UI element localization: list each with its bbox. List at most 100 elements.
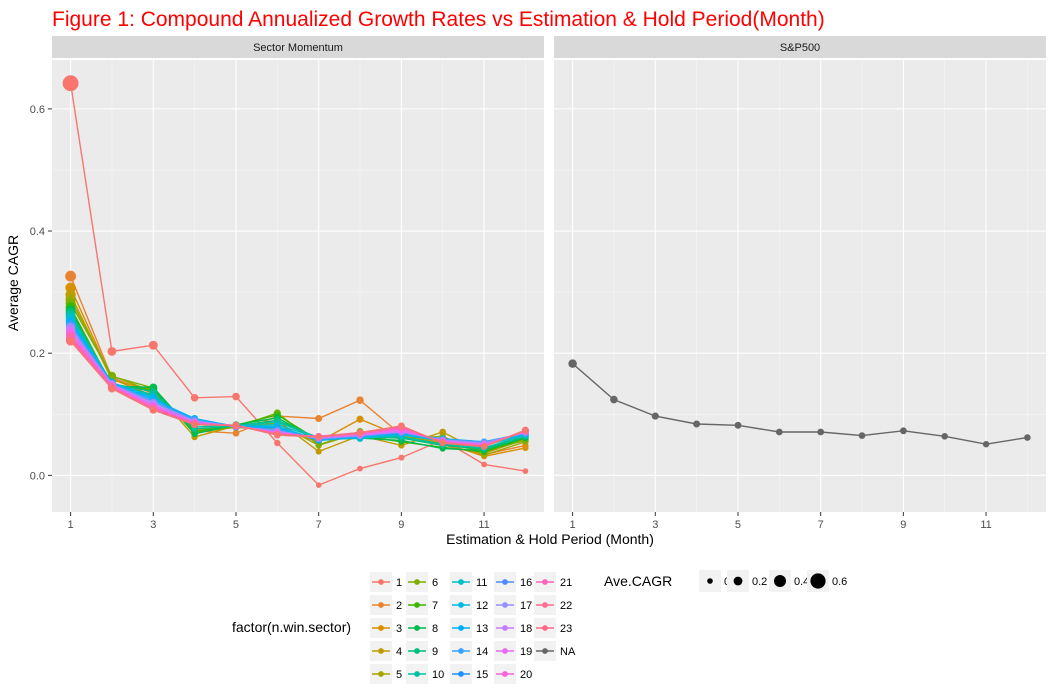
facet-strip <box>52 36 544 58</box>
series-point-NA <box>900 427 907 435</box>
size-legend-title: Ave.CAGR <box>604 573 672 589</box>
series-point-23 <box>273 431 281 439</box>
legend-entry-label: 16 <box>520 577 532 589</box>
series-point-23 <box>397 422 405 430</box>
x-tick-label: 1 <box>68 519 74 531</box>
series-point-2 <box>356 396 364 404</box>
legend-entry-label: 14 <box>476 646 488 658</box>
legend-entry-label: 8 <box>432 623 438 635</box>
legend-key-point <box>414 625 420 631</box>
legend-entry-label: 21 <box>560 577 572 589</box>
legend-key-point <box>378 579 384 585</box>
legend-key-point <box>458 671 464 677</box>
series-point-NA <box>775 428 783 436</box>
x-tick-label: 11 <box>980 519 991 531</box>
series-point-23 <box>66 336 76 346</box>
legend-entry-label: 12 <box>476 600 488 612</box>
y-tick-label: 0.0 <box>30 470 45 482</box>
color-legend: factor(n.win.sector) 1234567891011121314… <box>232 572 576 684</box>
legend-entry-label: 6 <box>432 577 438 589</box>
legend-key-point <box>502 579 508 585</box>
series-point-23 <box>149 406 157 414</box>
series-point-4 <box>315 448 322 455</box>
facet-strip <box>554 36 1046 58</box>
x-tick-label: 7 <box>818 519 824 531</box>
series-point-1 <box>315 482 322 488</box>
x-tick-label: 3 <box>652 519 658 531</box>
x-tick-label: 5 <box>233 519 239 531</box>
legend-entry-label: 4 <box>396 646 402 658</box>
legend-key-point <box>502 648 508 654</box>
series-line-NA <box>572 363 1028 445</box>
series-point-2 <box>65 270 77 282</box>
series-layer <box>62 75 1031 488</box>
legend-entry-label: 17 <box>520 600 532 612</box>
series-point-2 <box>315 414 323 423</box>
x-tick-label: 9 <box>900 519 906 531</box>
series-point-NA <box>858 432 866 439</box>
legend-key-point <box>458 625 464 631</box>
legend-key-point <box>502 671 508 677</box>
legend-key-point <box>542 579 548 585</box>
legend-key-point <box>458 602 464 608</box>
x-tick-label: 5 <box>735 519 741 531</box>
size-entry-label: 0.2 <box>752 576 767 588</box>
x-axis-title: Estimation & Hold Period (Month) <box>446 531 654 547</box>
legend-entry-label: 7 <box>432 600 438 612</box>
x-tick-label: 3 <box>150 519 156 531</box>
legend-entry-label: 3 <box>396 623 402 635</box>
legend-key-point <box>542 648 548 654</box>
series-point-3 <box>522 444 529 452</box>
chart-title: Figure 1: Compound Annualized Growth Rat… <box>52 8 825 31</box>
legend-entry-label: 13 <box>476 623 488 635</box>
legend-entry-label: 18 <box>520 623 532 635</box>
x-axis: 1 3 5 7 9 11 1 3 5 7 9 11 <box>68 512 992 531</box>
series-point-23 <box>232 421 240 429</box>
series-point-1 <box>232 392 240 401</box>
size-entry-label: 0.4 <box>794 576 809 588</box>
series-point-23 <box>439 439 446 447</box>
legend-entry-label: 22 <box>560 600 572 612</box>
legend-key-point <box>542 602 548 608</box>
legend-key-point <box>414 671 420 677</box>
series-line-23 <box>70 340 526 448</box>
size-entry-label: 0.6 <box>832 576 847 588</box>
y-axis: 0.0 0.2 0.4 0.6 <box>30 104 52 482</box>
series-point-NA <box>610 395 618 404</box>
series-point-8 <box>191 430 198 438</box>
series-point-2 <box>232 429 240 437</box>
size-key-point <box>774 575 786 587</box>
legend-entry-label: 19 <box>520 646 532 658</box>
legend-entry-label: 9 <box>432 646 438 658</box>
series-point-23 <box>107 384 116 393</box>
series-point-3 <box>356 415 364 423</box>
legend-key-point <box>458 648 464 654</box>
legend-key-point <box>378 671 384 677</box>
x-tick-label: 7 <box>316 519 322 531</box>
series-point-23 <box>480 443 488 450</box>
series-point-1 <box>398 454 405 461</box>
facet-strips: Sector Momentum S&P500 <box>52 36 1046 58</box>
legend-key-point <box>414 602 420 608</box>
y-tick-label: 0.2 <box>30 348 45 360</box>
legend-entry-label: 23 <box>560 623 572 635</box>
series-point-1 <box>190 393 199 402</box>
facet-strip-label: S&P500 <box>780 42 820 54</box>
legend-entry-label: 15 <box>476 669 488 681</box>
legend-entry-label: 11 <box>476 577 487 589</box>
series-point-1 <box>481 461 488 468</box>
color-legend-title: factor(n.win.sector) <box>232 619 351 635</box>
legend-entry-label: 10 <box>432 669 444 681</box>
panel-background <box>554 60 1046 512</box>
size-legend: Ave.CAGR 0.00.20.40.6 <box>604 570 847 592</box>
legend-entry-label: 2 <box>396 600 402 612</box>
legend-entry-label: 1 <box>396 577 402 589</box>
series-point-NA <box>651 412 659 420</box>
legend-key-point <box>542 625 548 631</box>
legend-key-point <box>378 648 384 654</box>
size-key-point <box>810 573 826 589</box>
series-point-NA <box>568 359 577 368</box>
y-axis-title: Average CAGR <box>5 235 21 331</box>
series-point-NA <box>982 440 990 448</box>
